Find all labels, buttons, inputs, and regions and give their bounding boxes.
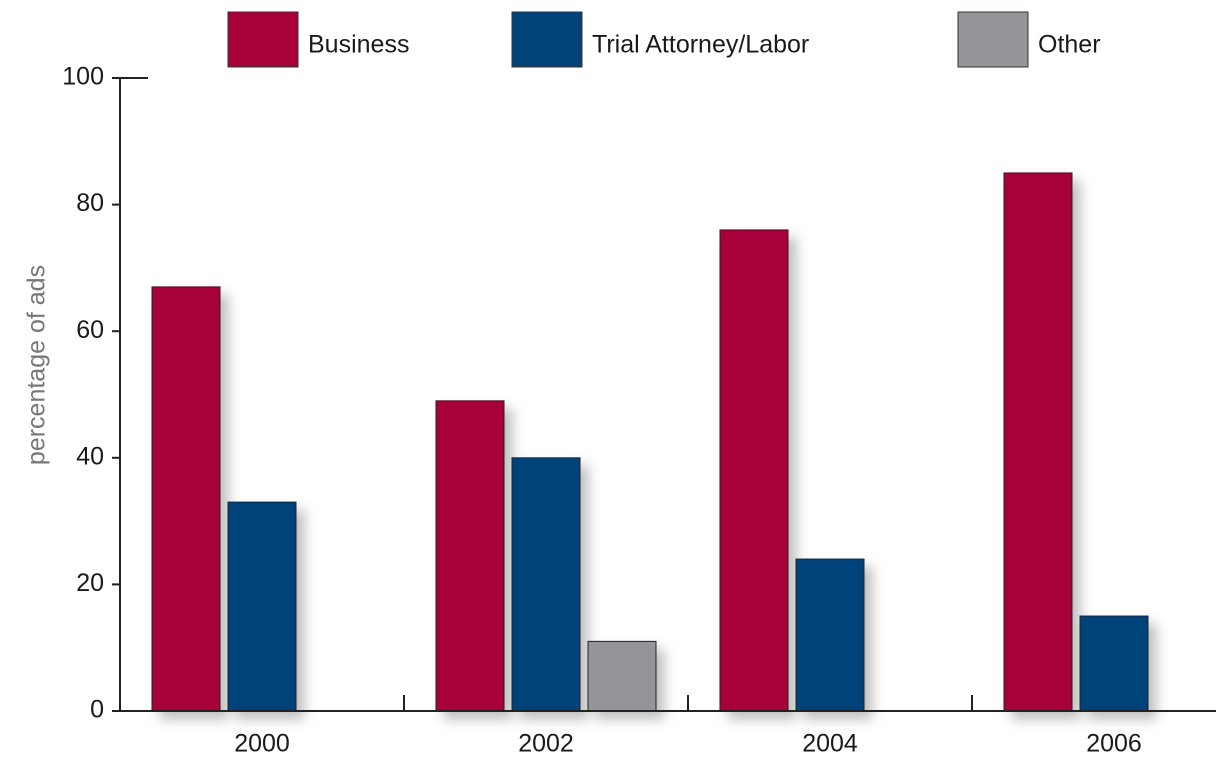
y-tick-label: 60 <box>76 316 104 344</box>
y-tick-label: 80 <box>76 189 104 217</box>
y-axis-label: percentage of ads <box>23 265 51 465</box>
legend-swatch <box>511 11 583 68</box>
x-tick-label: 2002 <box>518 730 574 758</box>
legend-label: Other <box>1038 31 1101 59</box>
y-tick-label: 40 <box>76 442 104 470</box>
bar <box>511 457 581 712</box>
x-tick-label: 2004 <box>802 730 858 758</box>
x-tick-label: 2006 <box>1086 730 1142 758</box>
y-tick-label: 20 <box>76 569 104 597</box>
bar <box>1003 172 1073 712</box>
bar <box>435 400 505 712</box>
y-tick-label: 0 <box>90 696 104 724</box>
legend-label: Trial Attorney/Labor <box>592 31 809 59</box>
bar <box>795 558 865 712</box>
bar <box>227 501 297 712</box>
x-tick-label: 2000 <box>234 730 290 758</box>
legend-label: Business <box>308 31 409 59</box>
bar <box>719 229 789 712</box>
legend-swatch <box>957 11 1029 68</box>
bar <box>1079 615 1149 712</box>
bar <box>587 640 657 712</box>
bar <box>151 286 221 712</box>
y-tick-label: 100 <box>62 63 104 91</box>
legend-swatch <box>227 11 299 68</box>
